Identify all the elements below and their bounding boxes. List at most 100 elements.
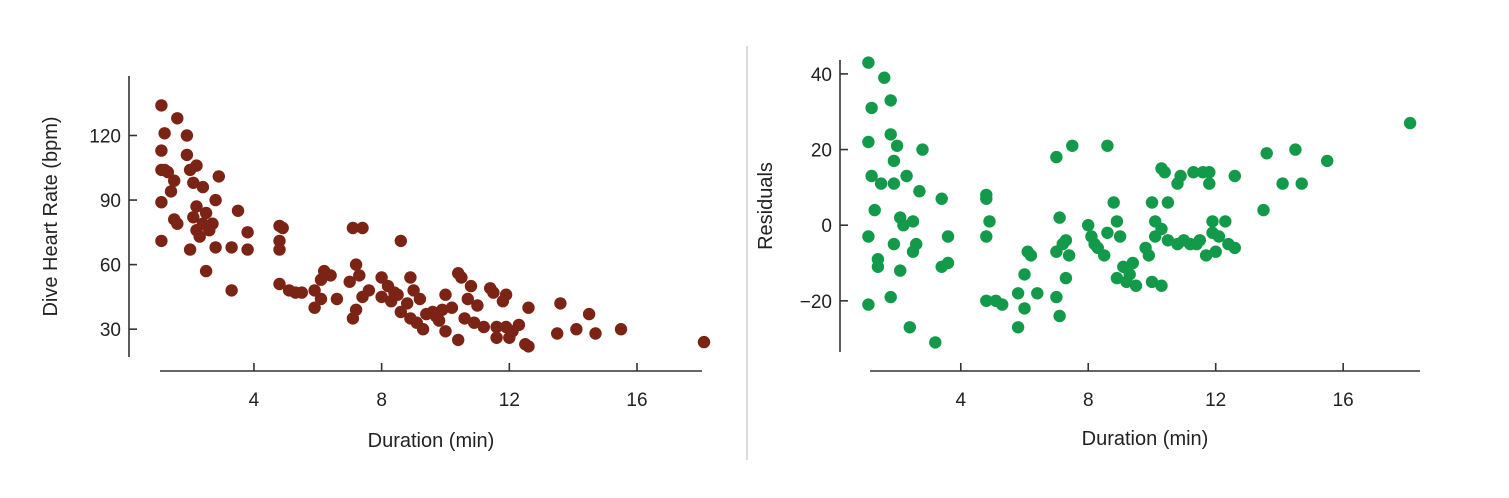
res-x-tick-label: 8 (1083, 390, 1094, 411)
hr-data-point (330, 292, 344, 306)
hr-data-point (308, 284, 321, 297)
res-data-point (916, 143, 929, 156)
res-data-point (1155, 279, 1168, 292)
hr-data-point (464, 279, 478, 293)
hr-data-point (439, 288, 452, 301)
hr-data-point (324, 269, 337, 282)
hr-data-point (487, 286, 500, 299)
hr-data-point (432, 314, 446, 327)
hr-data-point (512, 318, 526, 332)
res-data-point (1199, 249, 1213, 262)
res-data-point (1403, 116, 1417, 130)
res-data-point (890, 139, 904, 152)
res-data-point (980, 192, 993, 205)
hr-data-point (164, 185, 178, 198)
hr-data-point (187, 176, 200, 189)
hr-data-point (155, 99, 168, 112)
hr-y-tick-label: 90 (100, 191, 121, 212)
hr-data-point (349, 258, 363, 271)
hr-data-point (522, 301, 535, 314)
res-data-point (929, 336, 942, 349)
hr-data-point (391, 288, 404, 301)
hr-data-point (445, 301, 459, 314)
hr-data-point (343, 275, 356, 288)
hr-data-point (155, 196, 168, 209)
hr-data-point (416, 323, 430, 336)
res-data-point (900, 169, 913, 183)
hr-data-point (273, 277, 286, 291)
res-data-point (1155, 222, 1168, 236)
hr-data-point (461, 292, 474, 306)
res-data-point (884, 94, 897, 107)
hr-data-point (180, 129, 194, 142)
hr-x-tick-label: 12 (499, 390, 520, 411)
hr-data-point (570, 323, 583, 336)
hr-data-point (452, 333, 465, 347)
res-data-point (868, 203, 881, 217)
res-data-point (1145, 275, 1159, 289)
hr-data-point (490, 320, 503, 334)
res-data-point (1219, 215, 1232, 228)
res-data-point (1203, 166, 1216, 179)
res-data-point (1295, 177, 1308, 190)
hr-data-point (171, 217, 184, 230)
res-data-point (1228, 241, 1242, 255)
hr-data-point (375, 290, 388, 304)
hr-data-point (273, 243, 286, 256)
hr-data-point (209, 193, 222, 207)
res-data-point (862, 135, 875, 149)
hr-data-point (314, 273, 328, 286)
res-data-point (1011, 287, 1025, 300)
res-data-point (862, 298, 875, 311)
hr-y-tick-label: 120 (89, 126, 121, 147)
res-data-point (1228, 169, 1242, 183)
res-data-point (935, 192, 948, 205)
hr-data-point (551, 327, 564, 340)
res-data-point (941, 256, 955, 270)
res-data-point (906, 215, 920, 228)
hr-y-tick-label: 30 (100, 320, 121, 341)
res-data-point (894, 264, 907, 277)
hr-data-point (554, 297, 567, 310)
hr-data-point (190, 224, 203, 237)
res-data-point (862, 230, 875, 243)
res-data-point (980, 294, 993, 307)
hr-data-point (161, 165, 174, 179)
res-data-point (1107, 196, 1120, 209)
res-data-point (996, 298, 1009, 311)
res-data-point (910, 237, 923, 251)
res-data-point (1050, 150, 1063, 164)
hr-data-point (404, 271, 417, 284)
hr-y-tick-label: 60 (100, 256, 121, 277)
hr-data-point (212, 170, 225, 183)
hr-data-point (375, 271, 388, 284)
hr-data-point (168, 174, 181, 187)
res-x-tick-label: 12 (1205, 390, 1226, 411)
res-data-point (1289, 143, 1302, 156)
res-data-point (1276, 177, 1289, 190)
hr-data-point (190, 200, 203, 213)
res-data-point (1101, 139, 1114, 152)
res-data-point (887, 177, 901, 190)
residuals-scatter-chart: −20 0 20 40 4 8 12 16 Duration (min) Residuals (755, 56, 1420, 450)
res-data-point (887, 237, 901, 251)
heart-rate-scatter-chart: 30 60 90 120 4 8 12 16 Duration (min) Dive Heart … (40, 76, 711, 452)
hr-data-point (171, 112, 184, 125)
hr-data-point (199, 264, 213, 278)
res-data-point (1129, 279, 1143, 292)
hr-data-point (455, 271, 468, 284)
hr-data-point (241, 226, 254, 239)
hr-data-point (356, 221, 369, 235)
hr-data-point (349, 303, 363, 316)
hr-data-point (183, 243, 197, 256)
res-data-point (884, 128, 897, 141)
res-data-point (887, 154, 901, 168)
hr-data-point (273, 234, 286, 248)
hr-y-axis-title: Dive Heart Rate (bpm) (40, 116, 62, 316)
res-data-point (941, 230, 955, 243)
res-data-point (1053, 211, 1066, 224)
hr-x-tick-label: 8 (376, 390, 387, 411)
res-data-point (1018, 268, 1031, 281)
hr-x-axis-title: Duration (min) (368, 430, 495, 452)
